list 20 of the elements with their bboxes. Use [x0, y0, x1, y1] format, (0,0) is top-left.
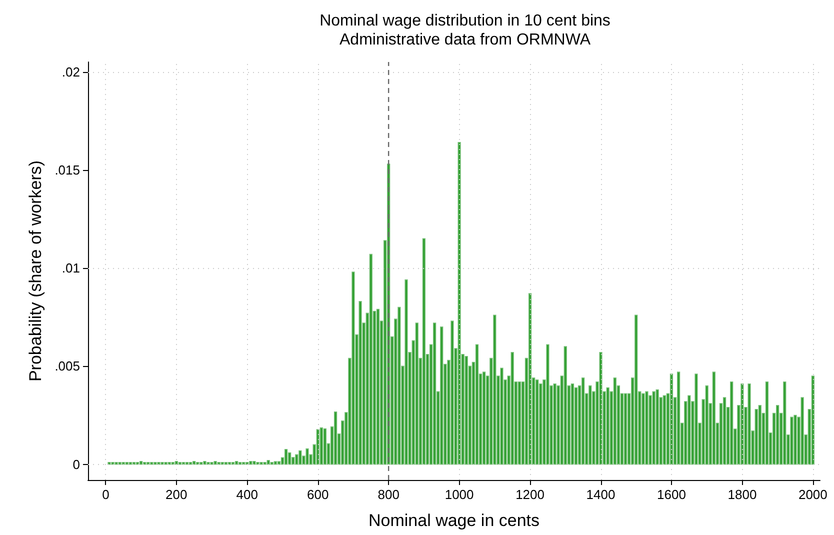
x-tick-label: 200 [166, 487, 188, 502]
x-tick-label: 600 [307, 487, 329, 502]
y-tick-label: .005 [54, 358, 80, 374]
chart-title: Nominal wage distribution in 10 cent bins [320, 12, 610, 30]
x-tick-label: 1800 [728, 487, 757, 502]
x-tick-label: 800 [378, 487, 400, 502]
x-tick-label: 2000 [798, 487, 828, 502]
y-tick-label: .02 [62, 64, 80, 80]
y-tick-label: .015 [54, 162, 80, 178]
x-axis-title: Nominal wage in cents [368, 511, 540, 530]
x-tick-label: 1200 [516, 487, 544, 502]
y-tick-label: .01 [62, 260, 80, 276]
x-tick-label: 1000 [444, 487, 474, 502]
y-tick-label: 0 [72, 456, 80, 472]
x-tick-label: 1400 [586, 487, 616, 502]
x-tick-label: 1600 [657, 487, 686, 502]
y-axis-title: Probability (share of workers) [26, 160, 45, 382]
chart-subtitle: Administrative data from ORMNWA [339, 32, 591, 48]
x-tick-label: 0 [102, 487, 110, 502]
x-tick-label: 400 [236, 487, 258, 502]
